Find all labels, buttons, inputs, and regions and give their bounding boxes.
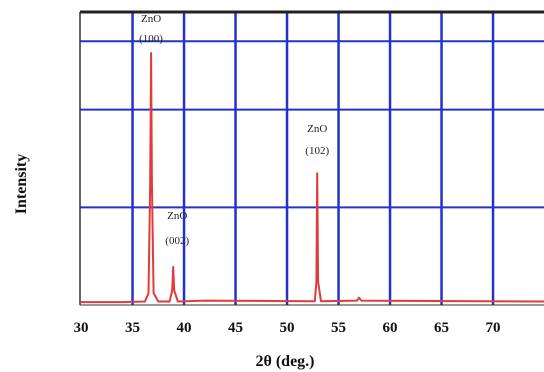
x-tick-65: 65	[434, 320, 449, 336]
x-tick-70: 70	[486, 320, 501, 336]
x-tick-40: 40	[177, 320, 192, 336]
vertical-grid	[131, 12, 495, 305]
plot-area	[80, 12, 544, 305]
x-tick-60: 60	[383, 320, 398, 336]
x-tick-35: 35	[125, 320, 140, 336]
peak-label-hkl: (002)	[165, 235, 189, 247]
x-tick-55: 55	[331, 320, 346, 336]
peak-label-name: ZnO	[167, 210, 187, 222]
x-axis-title: 2θ (deg.)	[255, 353, 314, 370]
y-axis-title: Intensity	[13, 154, 30, 214]
x-tick-45: 45	[228, 320, 243, 336]
peak-label-hkl: (100)	[139, 33, 163, 45]
horizontal-grid	[80, 40, 544, 209]
peak-label-name: ZnO	[307, 123, 327, 135]
x-tick-labels: 30 35 40 45 50 55 60 65 70	[74, 320, 501, 336]
intensity-line	[81, 52, 544, 304]
x-tick-50: 50	[280, 320, 295, 336]
peak-label-name: ZnO	[141, 13, 161, 25]
peak-labels: ZnO (100) ZnO (002) ZnO (102)	[139, 13, 329, 247]
peak-label-hkl: (102)	[305, 145, 329, 157]
x-tick-30: 30	[74, 320, 89, 336]
